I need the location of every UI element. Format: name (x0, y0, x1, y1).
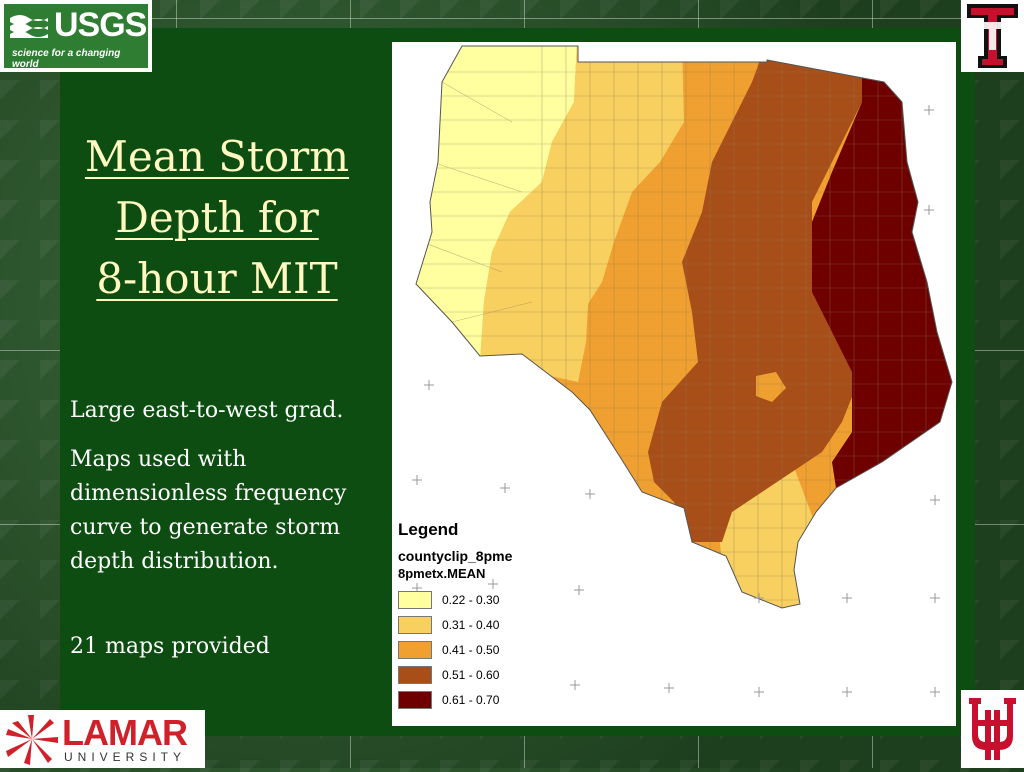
legend-item: 0.61 - 0.70 (398, 687, 598, 712)
legend-swatch (398, 690, 432, 709)
zone-class-4 (648, 46, 862, 542)
legend-label: 0.51 - 0.60 (442, 667, 500, 682)
texas-choropleth-map (412, 45, 953, 697)
lamar-starburst-icon (6, 715, 58, 765)
univ-houston-logo (961, 690, 1024, 768)
map-legend: Legend countyclip_8pme 8pmetx.MEAN 0.22 … (398, 520, 598, 712)
legend-layer-name: countyclip_8pme (398, 548, 513, 564)
usgs-wave-icon (10, 15, 48, 38)
lamar-wordmark: LAMAR (62, 712, 188, 753)
usgs-wordmark: USGS (54, 6, 147, 44)
legend-item: 0.22 - 0.30 (398, 587, 598, 612)
state-border (415, 45, 953, 609)
legend-title: Legend (398, 520, 459, 539)
usgs-tagline: science for a changing world (12, 48, 121, 70)
lamar-university-logo: LAMAR UNIVERSITY (0, 710, 205, 768)
title-line: Depth for (115, 193, 319, 242)
legend-swatch (398, 615, 432, 634)
usgs-logo: USGS science for a changing world (0, 0, 152, 72)
bullet-text: 21 maps provided (70, 634, 270, 659)
graticule-marks (412, 105, 940, 697)
legend-item: 0.31 - 0.40 (398, 612, 598, 637)
title-line: Mean Storm (84, 132, 350, 181)
legend-label: 0.31 - 0.40 (442, 617, 500, 632)
zone-class-3-island (756, 372, 786, 402)
legend-label: 0.41 - 0.50 (442, 642, 500, 657)
bullet-text: Maps used with dimensionless frequency c… (70, 447, 347, 574)
legend-swatch (398, 665, 432, 684)
legend-swatch (398, 640, 432, 659)
legend-label: 0.61 - 0.70 (442, 692, 500, 707)
tile-divider (0, 18, 1024, 19)
legend-item: 0.51 - 0.60 (398, 662, 598, 687)
lamar-subtitle: UNIVERSITY (64, 750, 187, 764)
slide-title: Mean Storm Depth for 8-hour MIT (72, 126, 362, 309)
bullet-text: Large east-to-west grad. (70, 398, 344, 423)
title-line: 8-hour MIT (96, 254, 338, 303)
legend-swatch (398, 590, 432, 609)
double-t-icon (967, 4, 1018, 68)
map-frame: Legend countyclip_8pme 8pmetx.MEAN 0.22 … (392, 42, 956, 726)
texas-tech-logo (961, 0, 1024, 72)
interlocking-uh-icon (969, 698, 1016, 760)
legend-field-name: 8pmetx.MEAN (398, 566, 486, 581)
legend-label: 0.22 - 0.30 (442, 592, 500, 607)
zone-class-2 (480, 46, 684, 382)
legend-item: 0.41 - 0.50 (398, 637, 598, 662)
